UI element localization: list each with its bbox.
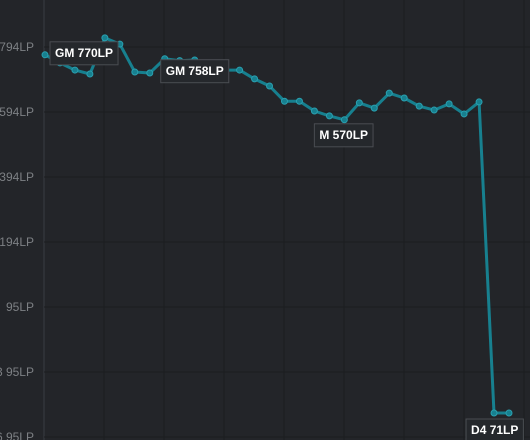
point: [41, 51, 49, 59]
annotation-text: GM 758LP: [166, 64, 224, 78]
point: [385, 89, 393, 97]
y-tick-label: 6 95LP: [0, 430, 34, 440]
point: [101, 34, 109, 42]
y-tick-label: 95LP: [6, 300, 34, 314]
y-tick-label: 394LP: [0, 170, 34, 184]
point: [86, 70, 94, 78]
point: [131, 68, 139, 76]
point: [295, 97, 303, 105]
y-tick-label: 3 95LP: [0, 365, 34, 379]
point: [370, 104, 378, 112]
point: [505, 409, 513, 417]
point: [415, 102, 423, 110]
point: [310, 107, 318, 115]
y-tick-label: 194LP: [0, 235, 34, 249]
point: [236, 66, 244, 74]
annotation: GM 758LP: [160, 59, 230, 84]
y-tick-label: 594LP: [0, 105, 34, 119]
point: [251, 75, 259, 83]
point: [266, 82, 274, 90]
point: [146, 69, 154, 77]
point: [71, 66, 79, 74]
point: [355, 99, 363, 107]
point: [400, 94, 408, 102]
point: [280, 97, 288, 105]
annotation-text: M 570LP: [319, 128, 368, 142]
annotation: GM 770LP: [49, 41, 119, 66]
annotation-box: [160, 59, 230, 84]
y-tick-label: 794LP: [0, 40, 34, 54]
annotation-text: D4 71LP: [471, 423, 518, 437]
point: [325, 112, 333, 120]
point: [490, 409, 498, 417]
annotation-text: GM 770LP: [55, 46, 113, 60]
annotation-box: [49, 41, 119, 66]
annotation: M 570LP: [313, 123, 374, 148]
point: [460, 110, 468, 118]
point: [340, 116, 348, 124]
annotation-box: [465, 418, 524, 440]
annotation-box: [313, 123, 374, 148]
point: [445, 100, 453, 108]
annotation: D4 71LP: [465, 418, 524, 440]
point: [430, 106, 438, 114]
point: [475, 98, 483, 106]
